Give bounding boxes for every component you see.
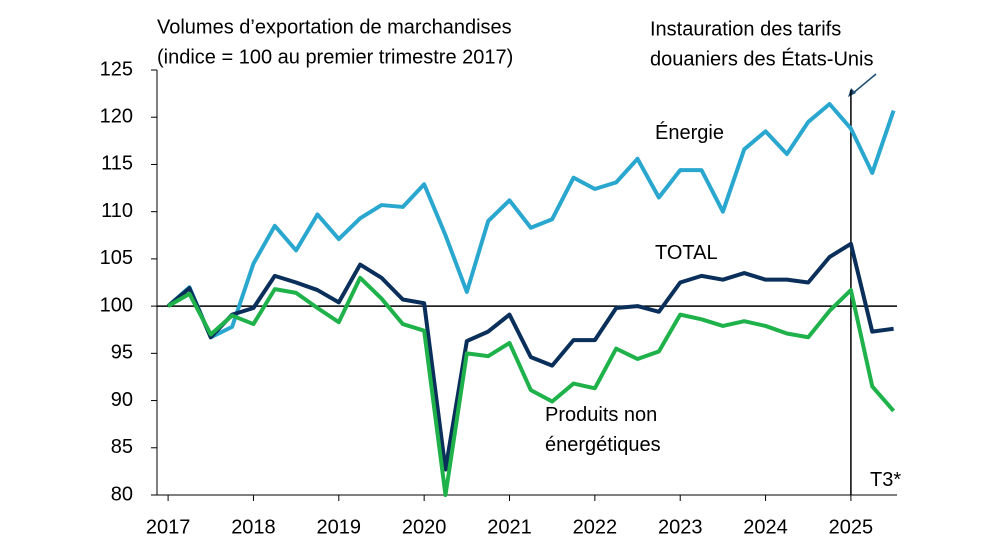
x-tick-label: 2025 bbox=[829, 516, 874, 538]
x-tick-label: 2020 bbox=[402, 516, 447, 538]
y-tick-label: 105 bbox=[100, 247, 133, 269]
annotation: douaniers des États-Unis bbox=[650, 47, 873, 70]
x-tick-label: 2018 bbox=[231, 516, 276, 538]
note: T3* bbox=[870, 469, 902, 491]
y-tick-label: 80 bbox=[111, 483, 133, 505]
series-line bbox=[166, 102, 896, 340]
x-tick-label: 2023 bbox=[658, 516, 703, 538]
y-tick-label: 125 bbox=[100, 58, 133, 80]
x-tick-label: 2021 bbox=[487, 516, 532, 538]
chart-title: Volumes d’exportation de marchandises bbox=[157, 16, 512, 38]
y-tick-label: 120 bbox=[100, 106, 133, 128]
y-tick-label: 90 bbox=[111, 389, 133, 411]
y-tick-label: 95 bbox=[111, 342, 133, 364]
series-label: Énergie bbox=[655, 122, 724, 144]
chart-title: (indice = 100 au premier trimestre 2017) bbox=[157, 46, 513, 68]
x-tick-label: 2017 bbox=[146, 516, 191, 538]
y-tick-label: 100 bbox=[100, 294, 133, 316]
series-label: TOTAL bbox=[655, 242, 718, 264]
x-tick-label: 2024 bbox=[743, 516, 788, 538]
arrow-head bbox=[848, 88, 856, 97]
series-label: Produits non énergétiques bbox=[545, 404, 661, 456]
series-line bbox=[166, 241, 894, 472]
y-tick-label: 85 bbox=[111, 436, 133, 458]
y-tick-label: 115 bbox=[101, 153, 133, 175]
annotation-arrow bbox=[851, 73, 877, 95]
y-tick-label: 110 bbox=[101, 200, 133, 222]
x-tick-label: 2022 bbox=[573, 516, 618, 538]
series-line bbox=[167, 275, 896, 497]
x-tick-label: 2019 bbox=[317, 516, 362, 538]
annotation: Instauration des tarifs bbox=[650, 18, 841, 40]
